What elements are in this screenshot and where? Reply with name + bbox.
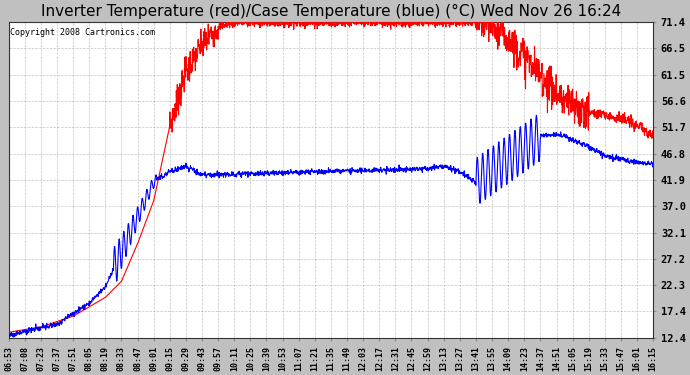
Text: Copyright 2008 Cartronics.com: Copyright 2008 Cartronics.com [10, 28, 155, 37]
Title: Inverter Temperature (red)/Case Temperature (blue) (°C) Wed Nov 26 16:24: Inverter Temperature (red)/Case Temperat… [41, 4, 621, 19]
